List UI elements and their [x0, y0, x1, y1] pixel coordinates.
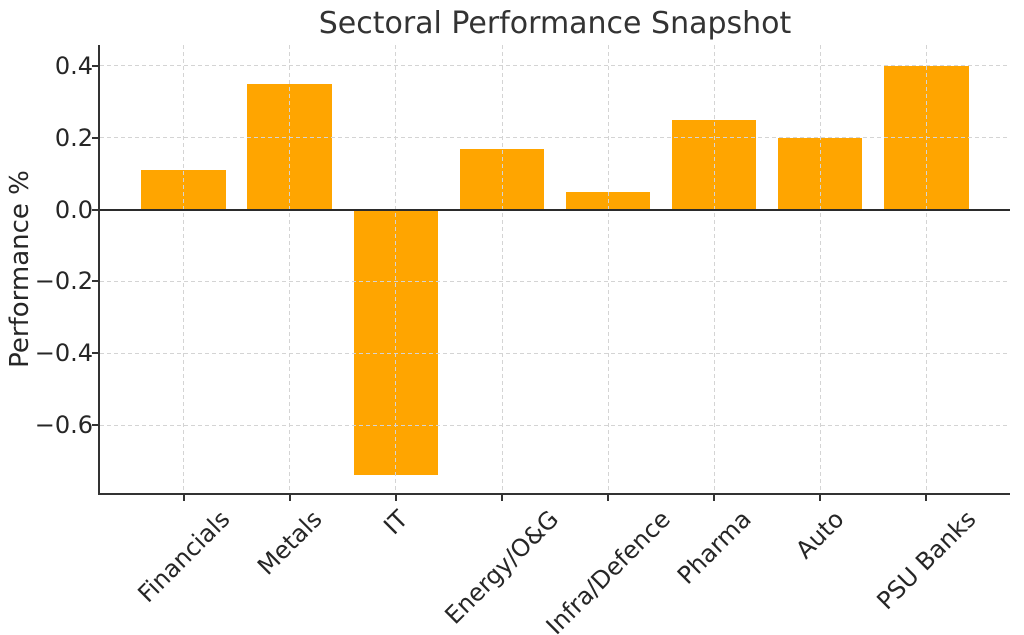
- zero-line: [100, 208, 1010, 211]
- x-tick: [607, 495, 609, 501]
- left-spine: [98, 45, 100, 495]
- x-tick: [925, 495, 928, 501]
- x-tick: [288, 495, 291, 501]
- x-tick-label: PSU Banks: [871, 505, 982, 616]
- h-gridline: [100, 424, 1010, 426]
- y-tick-label: −0.2: [34, 267, 93, 296]
- x-tick-label: Financials: [132, 505, 236, 608]
- y-tick: [92, 208, 98, 211]
- h-gridline: [100, 352, 1010, 354]
- y-tick: [92, 424, 98, 427]
- h-gridline: [100, 280, 1010, 282]
- v-gridline: [607, 45, 609, 493]
- plot-area: [100, 45, 1010, 493]
- x-tick-label: Pharma: [671, 505, 757, 590]
- y-tick-label: −0.4: [34, 339, 93, 368]
- y-tick-label: 0.4: [54, 51, 93, 80]
- x-tick: [501, 495, 503, 501]
- v-gridline: [289, 45, 291, 493]
- y-tick: [92, 352, 98, 355]
- x-tick: [713, 495, 716, 501]
- x-tick-label: Metals: [252, 505, 328, 581]
- y-tick-label: −0.6: [34, 411, 93, 440]
- v-gridline: [713, 45, 715, 493]
- bottom-spine: [98, 493, 1010, 495]
- x-tick: [819, 495, 822, 501]
- v-gridline: [395, 45, 397, 493]
- chart-title: Sectoral Performance Snapshot: [318, 6, 792, 41]
- x-tick-label: Energy/O&G: [439, 505, 565, 630]
- y-tick-label: 0.0: [54, 195, 93, 224]
- y-tick-label: 0.2: [54, 123, 93, 152]
- h-gridline: [100, 137, 1010, 139]
- y-tick: [92, 136, 98, 139]
- v-gridline: [925, 45, 927, 493]
- y-tick: [92, 64, 98, 67]
- y-tick: [92, 280, 98, 283]
- v-gridline: [819, 45, 821, 493]
- x-tick-label: Auto: [790, 505, 850, 565]
- x-tick: [182, 495, 185, 501]
- v-gridline: [501, 45, 503, 493]
- x-tick: [394, 495, 397, 501]
- v-gridline: [183, 45, 185, 493]
- h-gridline: [100, 65, 1010, 67]
- x-tick-label: IT: [378, 505, 414, 541]
